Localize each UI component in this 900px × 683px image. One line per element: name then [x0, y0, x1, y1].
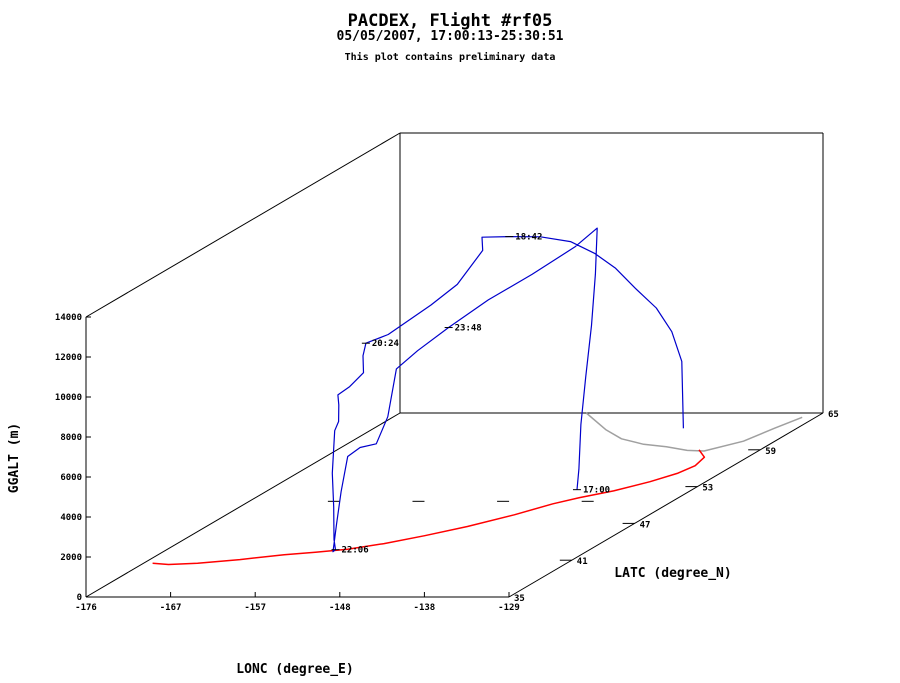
flight-track-line	[331, 227, 684, 553]
z-tick-label: 12000	[55, 353, 82, 363]
left-wall-top-edge	[85, 132, 401, 318]
chart-subtitle: 05/05/2007, 17:00:13-25:30:51	[337, 29, 564, 44]
z-tick-label: 2000	[60, 553, 82, 563]
time-labels: 18:42 20:24 22:06 23:48 17:00	[331, 233, 610, 556]
chart-title: PACDEX, Flight #rf05	[348, 11, 553, 31]
preliminary-data-note: This plot contains preliminary data	[345, 51, 556, 63]
x-axis-label: LONC (degree_E)	[236, 662, 353, 677]
plot-box	[85, 132, 824, 598]
time-label: 17:00	[583, 486, 610, 496]
y-tick-label: 53	[702, 484, 713, 494]
ground-track-line	[152, 449, 706, 566]
y-tick-label: 35	[514, 594, 525, 604]
x-tick-label: -148	[329, 603, 351, 613]
x-tick-label: -157	[244, 603, 266, 613]
y-tick-label: 65	[828, 410, 839, 420]
z-tick-label: 10000	[55, 393, 82, 403]
z-axis-label: GGALT (m)	[7, 423, 22, 493]
coastline-line	[585, 412, 803, 452]
z-tick-label: 0	[77, 593, 82, 603]
y-tick-label: 41	[577, 557, 588, 567]
x-tick-label: -129	[498, 603, 520, 613]
z-tick-label: 8000	[60, 433, 82, 443]
data-series	[152, 227, 803, 566]
y-tick-label: 59	[765, 447, 776, 457]
floor-left-edge	[85, 412, 401, 598]
time-label: 18:42	[515, 233, 542, 243]
floor-right-edge	[508, 412, 824, 598]
time-label: 20:24	[372, 339, 400, 349]
x-tick-label: -176	[75, 603, 97, 613]
time-label: 23:48	[455, 324, 482, 334]
y-axis-label: LATC (degree_N)	[614, 566, 731, 581]
z-tick-label: 6000	[60, 473, 82, 483]
z-tick-label: 4000	[60, 513, 82, 523]
y-tick-label: 47	[640, 520, 651, 530]
x-tick-label: -138	[414, 603, 436, 613]
z-tick-label: 14000	[55, 313, 82, 323]
time-label: 22:06	[342, 546, 369, 556]
x-tick-label: -167	[160, 603, 182, 613]
